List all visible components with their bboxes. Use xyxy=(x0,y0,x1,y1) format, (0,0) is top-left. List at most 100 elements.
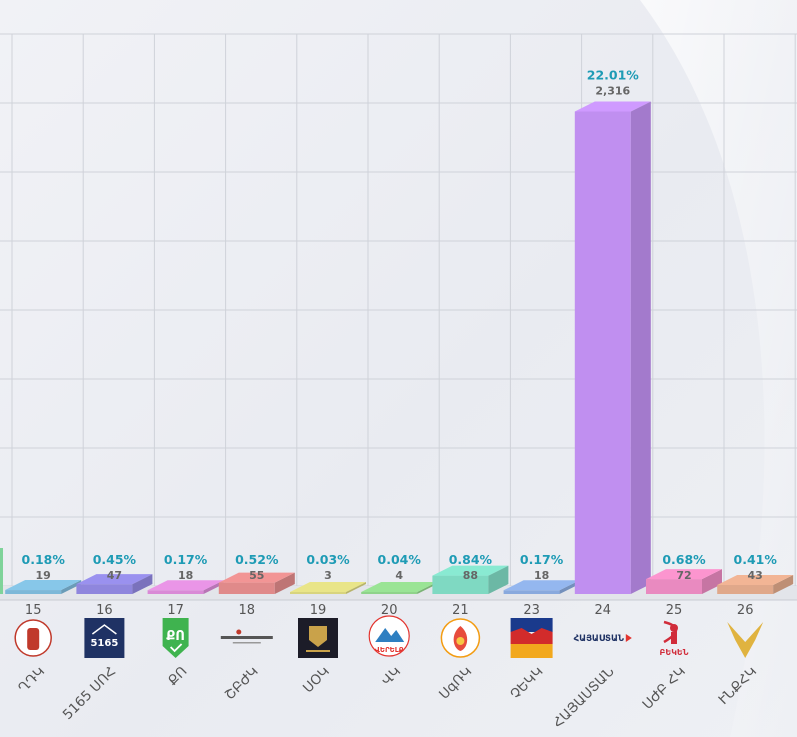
logo-figure xyxy=(27,628,40,650)
party-logo xyxy=(298,618,338,658)
category-labels-layer: ՂԴԿ 5165 ՍՈՀ ՔՈ ՇԲԺԿ ՍՕԿ ՎԿ ՍգՌԿ ՉԵԿԿ ՀԱՅԱՍՏԱՆ ՍԺ… xyxy=(15,663,760,731)
logo-wordmark xyxy=(220,636,273,639)
bar-top xyxy=(432,565,509,576)
party-number: 24 xyxy=(595,603,612,618)
bar-front xyxy=(147,590,204,594)
party-number: 16 xyxy=(96,603,113,618)
bar-top xyxy=(290,582,366,592)
party-number: 20 xyxy=(381,603,398,618)
bar-count-label: 2,316 xyxy=(595,84,630,97)
bar-top xyxy=(147,580,224,591)
bar-front xyxy=(0,548,3,594)
category-label: ՍԺԲ ՀԿ xyxy=(639,664,688,713)
party-logo xyxy=(440,618,481,658)
bar xyxy=(717,575,794,594)
bar-percent-label: 0.41% xyxy=(734,552,778,567)
party-logo: ՎԵՐԵԼՔ xyxy=(368,615,410,657)
category-label: ՍգՌԿ xyxy=(436,664,475,703)
bar-top xyxy=(361,582,438,592)
bar xyxy=(361,582,438,594)
bar-front xyxy=(717,585,774,594)
party-logo: ՔՈ xyxy=(162,618,189,658)
category-label: ՍՕԿ xyxy=(300,664,333,697)
party-number: 26 xyxy=(737,603,754,618)
logo-check xyxy=(169,643,183,653)
bar-side xyxy=(702,569,722,594)
category-label: ՀԱՅԱՍՏԱՆ xyxy=(550,663,618,731)
logo-arrow xyxy=(625,634,632,642)
party-logo: ԲԵԿԵՆ xyxy=(660,620,689,657)
background-swoosh xyxy=(640,0,797,737)
logo-subline xyxy=(232,642,261,644)
bar xyxy=(0,548,3,594)
logo-text: 5165 xyxy=(90,638,118,649)
bar-count-label: 19 xyxy=(36,569,51,582)
bar-side xyxy=(203,580,224,594)
bar-front xyxy=(432,575,489,594)
logo-eagle xyxy=(727,622,764,658)
party-logo xyxy=(14,619,52,657)
bar-front xyxy=(574,111,631,594)
category-label: ՉԵԿԿ xyxy=(507,664,546,703)
bar-count-label: 43 xyxy=(748,569,763,582)
bar-count-label: 3 xyxy=(324,569,332,582)
bar-top xyxy=(218,572,295,583)
logo-mountains xyxy=(375,628,405,642)
category-label: ՔՈ xyxy=(165,664,191,690)
bar xyxy=(147,580,224,594)
bar-side xyxy=(346,582,366,594)
bar-count-label: 72 xyxy=(676,569,691,582)
party-logo xyxy=(727,622,764,658)
bar-side xyxy=(417,582,438,594)
bar-side xyxy=(773,575,794,594)
category-label: ՂԴԿ xyxy=(15,664,48,697)
logo-subline xyxy=(306,650,330,652)
party-number: 25 xyxy=(666,603,683,618)
bar-side xyxy=(488,565,509,594)
logo-dot xyxy=(236,629,242,635)
logo-archer-body xyxy=(671,632,677,644)
logo-text: ՀԱՅԱՍՏԱՆ xyxy=(574,634,624,644)
bar-count-label: 18 xyxy=(178,569,193,582)
bar-percent-label: 22.01% xyxy=(587,67,640,82)
party-logo xyxy=(510,618,553,658)
bar-side xyxy=(630,101,651,594)
bar-percent-label: 0.17% xyxy=(164,552,208,567)
bar-front xyxy=(361,592,418,594)
bar xyxy=(646,569,722,594)
bar xyxy=(574,101,651,594)
bar xyxy=(432,565,509,594)
party-numbers-layer: 15 16 17 18 19 20 21 23 24 25 26 xyxy=(25,603,754,618)
bar-percent-label: 0.04% xyxy=(378,552,422,567)
bar-percent-label: 0.17% xyxy=(520,552,564,567)
value-labels-layer: 0.18% 19 0.45% 47 0.17% 18 0.52% 55 0.03% 3 0.04% 4… xyxy=(22,67,778,582)
bar-top xyxy=(717,575,794,586)
party-number: 21 xyxy=(452,603,469,618)
chart-grid xyxy=(0,33,797,587)
bar-percent-label: 0.84% xyxy=(449,552,493,567)
bar xyxy=(503,580,580,594)
bar-percent-label: 0.03% xyxy=(306,552,350,567)
bar-side xyxy=(274,572,295,594)
logo-text: ՎԵՐԵԼՔ xyxy=(375,646,404,654)
bar-front xyxy=(646,579,702,594)
party-logo: ՀԱՅԱՍՏԱՆ xyxy=(574,634,632,644)
party-number: 17 xyxy=(167,603,184,618)
bar-top xyxy=(503,580,580,591)
party-logo xyxy=(220,629,273,644)
logo-archer-head xyxy=(670,624,678,632)
bar-front xyxy=(218,582,275,594)
logo-emblem xyxy=(309,626,327,647)
bar-front xyxy=(503,590,560,594)
bar-count-label: 55 xyxy=(249,569,264,582)
bars-layer xyxy=(0,101,794,594)
category-label: ՇԲԺԿ xyxy=(222,664,262,704)
bar-front xyxy=(76,584,133,594)
logo-core xyxy=(456,637,465,645)
bar-side xyxy=(559,580,580,594)
bar-count-label: 47 xyxy=(107,569,122,582)
bar-side xyxy=(61,580,82,594)
party-number: 15 xyxy=(25,603,42,618)
logo-flag-bottom xyxy=(510,644,553,658)
